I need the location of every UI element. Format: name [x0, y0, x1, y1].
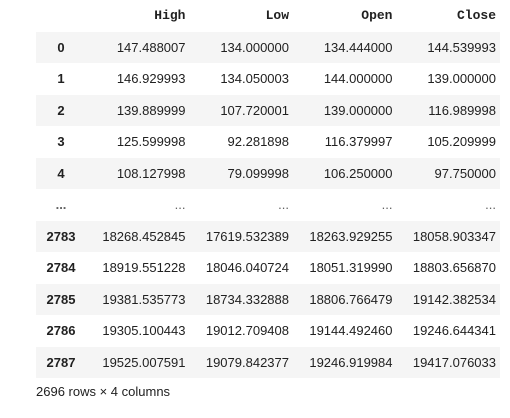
- table-cell-low: 17619.532389: [205, 228, 289, 244]
- row-index: 2: [57, 102, 65, 118]
- table-cell-open: 18051.319990: [309, 260, 393, 276]
- table-cell-close: 139.000000: [427, 71, 496, 87]
- table-cell-open: 18806.766479: [309, 291, 393, 307]
- table-cell-open: ...: [381, 197, 393, 213]
- row-index: 2784: [46, 260, 76, 276]
- row-index: 3: [57, 134, 65, 150]
- table-cell-open: 19246.919984: [309, 354, 393, 370]
- table-cell-high: 18919.551228: [102, 260, 186, 276]
- row-index: 2787: [46, 354, 76, 370]
- table-cell-close: 105.209999: [427, 134, 496, 150]
- table-cell-close: 97.750000: [434, 165, 496, 181]
- table-cell-high: 19525.007591: [102, 354, 186, 370]
- table-row: 2787 19525.007591 19079.842377 19246.919984…: [36, 346, 500, 378]
- column-header-high: High: [154, 8, 186, 24]
- table-cell-low: 134.000000: [220, 39, 289, 55]
- table-cell-open: 139.000000: [323, 102, 393, 118]
- table-cell-close: 18058.903347: [412, 228, 496, 244]
- table-cell-low: 134.050003: [220, 71, 289, 87]
- table-row: 0 147.488007 134.000000 134.444000 144.53999…: [36, 31, 500, 63]
- table-row: 4 108.127998 79.099998 106.250000 97.750000: [36, 157, 500, 189]
- index-header: [36, 0, 86, 32]
- table-row: 2785 19381.535773 18734.332888 18806.766479…: [36, 283, 500, 315]
- table-cell-low: 92.281898: [227, 134, 289, 150]
- table-cell-low: 79.099998: [227, 165, 289, 181]
- table-cell-low: 18734.332888: [205, 291, 289, 307]
- table-cell-high: 19305.100443: [102, 323, 186, 339]
- table-row: 2 139.889999 107.720001 139.000000 116.98999…: [36, 94, 500, 126]
- table-cell-close: 18803.656870: [412, 260, 496, 276]
- table-cell-high: 146.929993: [116, 71, 186, 87]
- table-cell-open: 18263.929255: [309, 228, 393, 244]
- table-row: 2783 18268.452845 17619.532389 18263.929255…: [36, 220, 500, 252]
- table-row: 1 146.929993 134.050003 144.000000 139.00000…: [36, 63, 500, 95]
- table-cell-low: ...: [278, 197, 289, 213]
- row-index: 1: [57, 71, 65, 87]
- table-cell-open: 134.444000: [323, 39, 393, 55]
- row-index: 0: [57, 39, 65, 55]
- table-cell-high: 108.127998: [116, 165, 186, 181]
- column-header-low: Low: [265, 8, 289, 24]
- table-body: 0 147.488007 134.000000 134.444000 144.53999…: [36, 31, 500, 378]
- column-header-open: Open: [361, 8, 393, 24]
- table-cell-low: 18046.040724: [205, 260, 289, 276]
- table-row: 3 125.599998 92.281898 116.379997 105.209999: [36, 126, 500, 158]
- table-cell-high: 18268.452845: [102, 228, 186, 244]
- table-cell-open: 116.379997: [324, 134, 393, 150]
- table-cell-low: 107.720001: [220, 102, 289, 118]
- row-index: 2785: [46, 291, 76, 307]
- dataframe-table: High Low Open Close 0 147.488007 134.00000…: [36, 0, 500, 378]
- row-index: 2783: [46, 228, 76, 244]
- row-index: 4: [57, 165, 65, 181]
- table-cell-close: 116.989998: [428, 102, 496, 118]
- table-cell-close: 19142.382534: [412, 291, 496, 307]
- table-cell-low: 19079.842377: [205, 354, 289, 370]
- column-header-close: Close: [456, 8, 496, 24]
- table-cell-close: 19246.644341: [412, 323, 496, 339]
- table-cell-open: 19144.492460: [309, 323, 393, 339]
- table-header: High Low Open Close: [36, 0, 500, 32]
- shape-summary: 2696 rows × 4 columns: [36, 384, 171, 399]
- table-row: 2784 18919.551228 18046.040724 18051.319990…: [36, 252, 500, 284]
- table-row: ...............: [36, 189, 500, 221]
- table-cell-high: 19381.535773: [102, 291, 186, 307]
- table-cell-high: 147.488007: [116, 39, 186, 55]
- table-cell-open: 144.000000: [323, 71, 393, 87]
- table-cell-low: 19012.709408: [205, 323, 289, 339]
- table-cell-high: ...: [174, 197, 186, 213]
- row-index: ...: [55, 197, 67, 213]
- row-index: 2786: [46, 323, 76, 339]
- table-row: 2786 19305.100443 19012.709408 19144.492460…: [36, 315, 500, 347]
- table-cell-high: 125.599998: [116, 134, 186, 150]
- table-cell-high: 139.889999: [116, 102, 186, 118]
- table-cell-close: ...: [485, 197, 496, 213]
- table-cell-open: 106.250000: [323, 165, 393, 181]
- table-cell-close: 19417.076033: [412, 354, 496, 370]
- table-cell-close: 144.539993: [427, 39, 496, 55]
